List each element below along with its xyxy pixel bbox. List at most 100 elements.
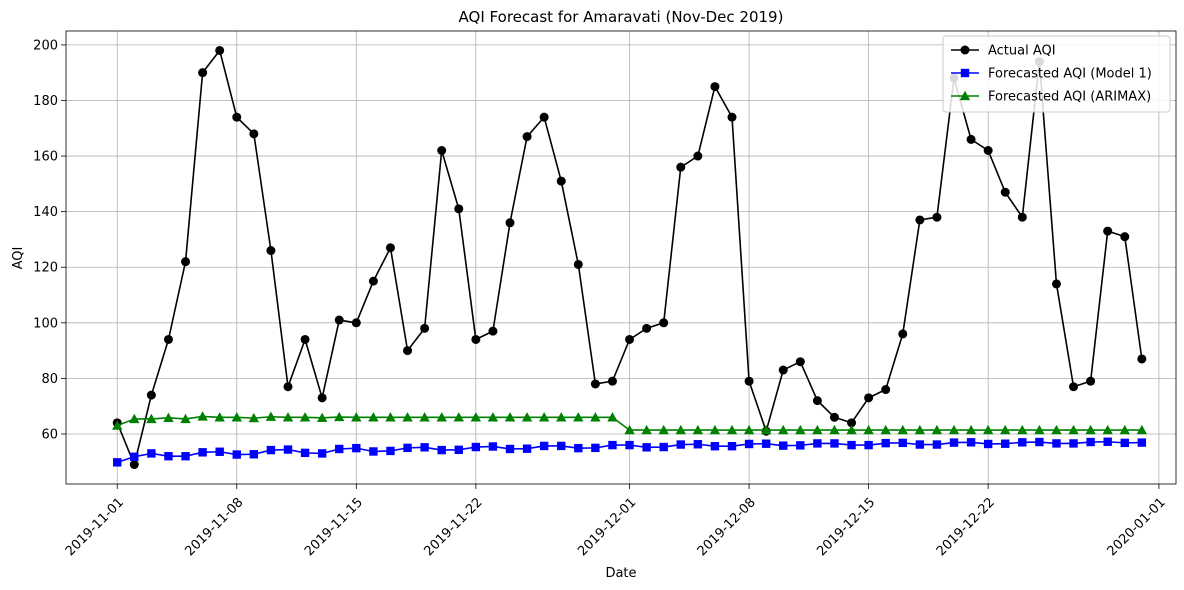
data-point <box>249 450 259 459</box>
data-point <box>129 460 139 470</box>
data-point <box>488 326 498 336</box>
y-tick-label: 180 <box>33 94 58 109</box>
plot-frame <box>65 30 1177 485</box>
data-point <box>180 413 191 424</box>
legend-marker <box>960 45 970 55</box>
data-point <box>625 334 635 344</box>
x-tick-label: 2019-11-08 <box>182 495 246 559</box>
data-point <box>1017 212 1027 222</box>
data-point <box>727 112 737 122</box>
data-point <box>608 440 617 450</box>
legend-marker <box>959 90 971 101</box>
data-point <box>504 412 516 422</box>
data-point <box>573 412 584 422</box>
data-point <box>983 439 993 449</box>
data-point <box>198 448 207 457</box>
data-point <box>112 420 123 430</box>
y-axis-label: AQI <box>11 247 26 270</box>
data-point <box>743 424 755 435</box>
data-point <box>710 82 720 92</box>
x-tick-label: 2019-11-15 <box>302 495 366 559</box>
data-point <box>403 443 412 453</box>
data-point <box>487 412 499 422</box>
legend-item-forecasted-aqi-arimax: Forecasted AQI (ARIMAX) <box>951 90 1151 105</box>
data-point <box>403 346 413 356</box>
data-point <box>982 424 994 435</box>
y-tick-label: 100 <box>33 316 58 331</box>
data-point <box>710 442 720 451</box>
data-point <box>676 162 686 172</box>
x-tick-label: 2019-11-01 <box>63 495 127 559</box>
data-point <box>1018 438 1027 447</box>
data-point <box>1136 424 1148 435</box>
data-point <box>470 412 482 422</box>
data-point <box>1051 424 1062 435</box>
data-point <box>846 424 857 435</box>
data-point <box>779 441 788 450</box>
data-point <box>539 441 549 451</box>
data-point <box>813 439 822 448</box>
data-point <box>146 390 156 400</box>
data-point <box>1137 438 1147 447</box>
data-point <box>386 446 395 456</box>
data-point <box>744 376 754 386</box>
data-point <box>709 424 721 435</box>
data-point <box>556 412 567 422</box>
data-point <box>1086 376 1096 386</box>
data-point <box>334 411 345 422</box>
data-point <box>214 412 225 422</box>
data-point <box>266 445 276 455</box>
data-point <box>146 413 157 424</box>
legend-label: Forecasted AQI (ARIMAX) <box>988 90 1151 105</box>
data-point <box>965 424 977 435</box>
data-point <box>299 412 311 422</box>
legend: Actual AQI Forecasted AQI (Model 1) Foreca… <box>942 35 1171 113</box>
data-point <box>847 418 857 428</box>
data-point <box>864 393 874 403</box>
y-tick-label: 140 <box>33 205 58 220</box>
data-point <box>198 68 208 78</box>
data-point <box>215 45 225 55</box>
data-point <box>931 424 943 435</box>
series-forecasted-aqi-arimax <box>112 411 1148 435</box>
data-point <box>795 357 805 367</box>
data-point <box>591 443 600 453</box>
data-point <box>283 445 293 454</box>
data-point <box>164 452 173 461</box>
data-point <box>1000 187 1010 197</box>
data-point <box>1085 424 1096 435</box>
data-point <box>351 318 361 328</box>
data-point <box>437 445 446 455</box>
data-point <box>983 146 993 156</box>
data-point <box>402 412 413 422</box>
x-tick-label: 2020-01-01 <box>1105 495 1169 559</box>
data-point <box>676 440 685 449</box>
data-point <box>898 438 907 448</box>
data-point <box>181 257 191 267</box>
y-tick-label: 200 <box>33 38 58 53</box>
data-point <box>181 452 190 461</box>
data-point <box>334 315 344 325</box>
y-tick-label: 160 <box>33 150 58 165</box>
x-tick-label: 2019-12-15 <box>814 495 878 559</box>
data-point <box>248 412 260 423</box>
data-point <box>471 442 481 452</box>
data-point <box>1035 437 1044 447</box>
data-point <box>915 215 925 225</box>
data-point <box>1103 437 1112 446</box>
data-point <box>368 412 379 422</box>
data-point <box>282 412 294 422</box>
data-point <box>574 443 583 453</box>
data-point <box>556 176 566 186</box>
x-tick-label: 2019-12-22 <box>934 495 998 559</box>
data-point <box>420 443 429 452</box>
data-point <box>812 424 823 435</box>
data-point <box>692 424 704 435</box>
data-point <box>966 438 976 447</box>
data-point <box>557 441 566 451</box>
data-point <box>1068 424 1079 435</box>
data-point <box>147 449 156 458</box>
data-point <box>847 440 856 450</box>
data-point <box>864 440 873 450</box>
data-point <box>727 442 737 451</box>
